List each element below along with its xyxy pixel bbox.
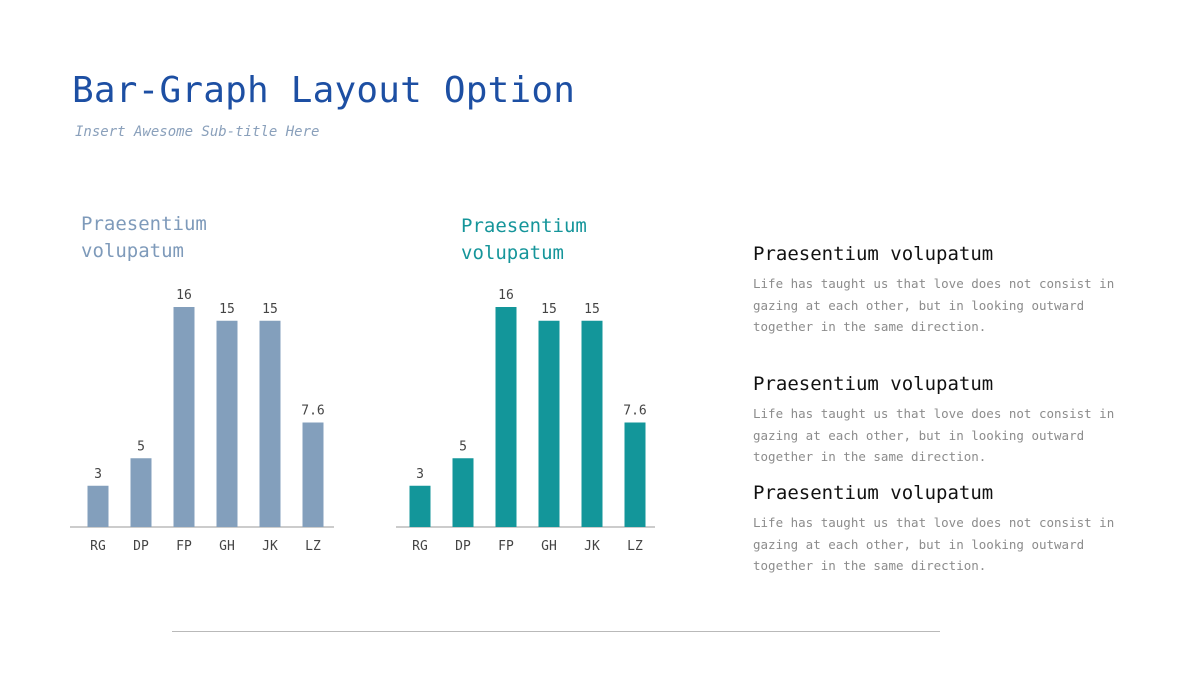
chart-1-title: Praesentium volupatum [81, 213, 207, 262]
x-tick-label: LZ [305, 539, 321, 554]
bar-dp [130, 458, 152, 527]
bar-jk [259, 320, 281, 527]
bar-rg [409, 485, 431, 527]
x-tick-label: LZ [627, 539, 643, 554]
x-tick-label: FP [176, 539, 192, 554]
text-block-body: Life has taught us that love does not co… [753, 276, 1115, 334]
text-block-1: Praesentium volupatum Life has taught us… [753, 243, 1133, 338]
bar-rg [87, 485, 109, 527]
x-tick-label: DP [455, 539, 471, 554]
data-label: 15 [541, 302, 557, 317]
slide-title: Bar-Graph Layout Option [72, 70, 576, 111]
text-block-heading: Praesentium volupatum [753, 373, 994, 395]
x-tick-label: JK [262, 539, 278, 554]
x-tick-label: DP [133, 539, 149, 554]
text-block-body: Life has taught us that love does not co… [753, 515, 1115, 573]
x-tick-label: JK [584, 539, 600, 554]
text-block-body: Life has taught us that love does not co… [753, 406, 1115, 464]
data-label: 7.6 [623, 404, 646, 419]
slide-subtitle: Insert Awesome Sub-title Here [75, 124, 320, 140]
bar-gh [538, 320, 560, 527]
text-block-2: Praesentium volupatum Life has taught us… [753, 373, 1133, 468]
bar-fp [173, 307, 195, 527]
data-label: 16 [498, 288, 514, 303]
text-block-3: Praesentium volupatum Life has taught us… [753, 482, 1133, 577]
bar-lz [624, 422, 646, 527]
x-tick-label: GH [219, 539, 235, 554]
bar-jk [581, 320, 603, 527]
data-label: 3 [94, 467, 102, 482]
bar-dp [452, 458, 474, 527]
data-label: 5 [459, 439, 467, 454]
x-tick-label: FP [498, 539, 514, 554]
data-label: 5 [137, 439, 145, 454]
data-label: 15 [584, 302, 600, 317]
x-tick-label: RG [412, 539, 428, 554]
bar-chart-1: 3 RG 5 DP 16 FP 15 GH 15 JK 7.6 LZ [70, 288, 334, 554]
data-label: 15 [219, 302, 235, 317]
data-label: 15 [262, 302, 278, 317]
bar-fp [495, 307, 517, 527]
bar-chart-2: 3 RG 5 DP 16 FP 15 GH 15 JK 7.6 LZ [396, 288, 655, 554]
data-label: 3 [416, 467, 424, 482]
chart-2-title: Praesentium volupatum [461, 215, 587, 264]
data-label: 7.6 [301, 404, 324, 419]
data-label: 16 [176, 288, 192, 303]
bar-lz [302, 422, 324, 527]
x-tick-label: GH [541, 539, 557, 554]
text-block-heading: Praesentium volupatum [753, 243, 994, 265]
bar-gh [216, 320, 238, 527]
x-tick-label: RG [90, 539, 106, 554]
text-block-heading: Praesentium volupatum [753, 482, 994, 504]
footer-divider [172, 631, 940, 632]
